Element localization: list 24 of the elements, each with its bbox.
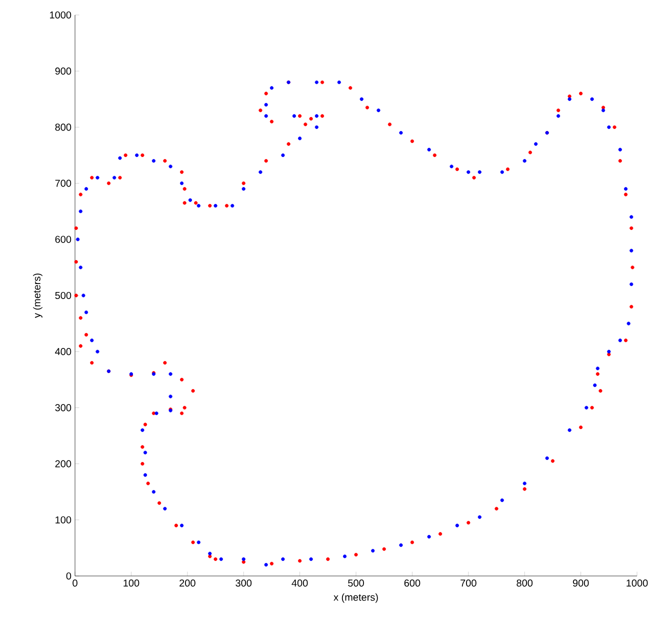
x-tick-label: 400	[292, 580, 308, 587]
x-tick-label: 0	[72, 580, 78, 587]
x-tick-label: 600	[404, 580, 420, 587]
y-tick-label: 400	[55, 348, 72, 356]
x-tick-label: 100	[124, 580, 140, 587]
y-tick-label: 300	[55, 404, 72, 412]
x-tick-label: 800	[516, 580, 533, 587]
y-tick-label: 900	[55, 68, 72, 75]
y-tick-label: 800	[55, 124, 72, 131]
y-tick-label: 500	[55, 292, 72, 300]
x-tick-label: 200	[180, 580, 196, 587]
y-tick-label: 200	[55, 460, 72, 468]
x-axis-title: x (meters)	[334, 593, 378, 603]
y-tick-label: 700	[55, 180, 72, 187]
y-tick-label: 0	[66, 572, 72, 580]
y-tick-label: 600	[55, 236, 72, 243]
x-tick-label: 900	[572, 580, 589, 587]
y-tick-label: 100	[56, 516, 72, 524]
x-tick-label: 700	[460, 580, 476, 587]
x-tick-label: 300	[236, 580, 252, 587]
x-tick-label: 500	[348, 580, 364, 587]
y-axis-title: y (meters)	[33, 274, 42, 318]
y-tick-label: 1000	[50, 11, 72, 19]
x-tick-label: 1000	[626, 580, 648, 587]
